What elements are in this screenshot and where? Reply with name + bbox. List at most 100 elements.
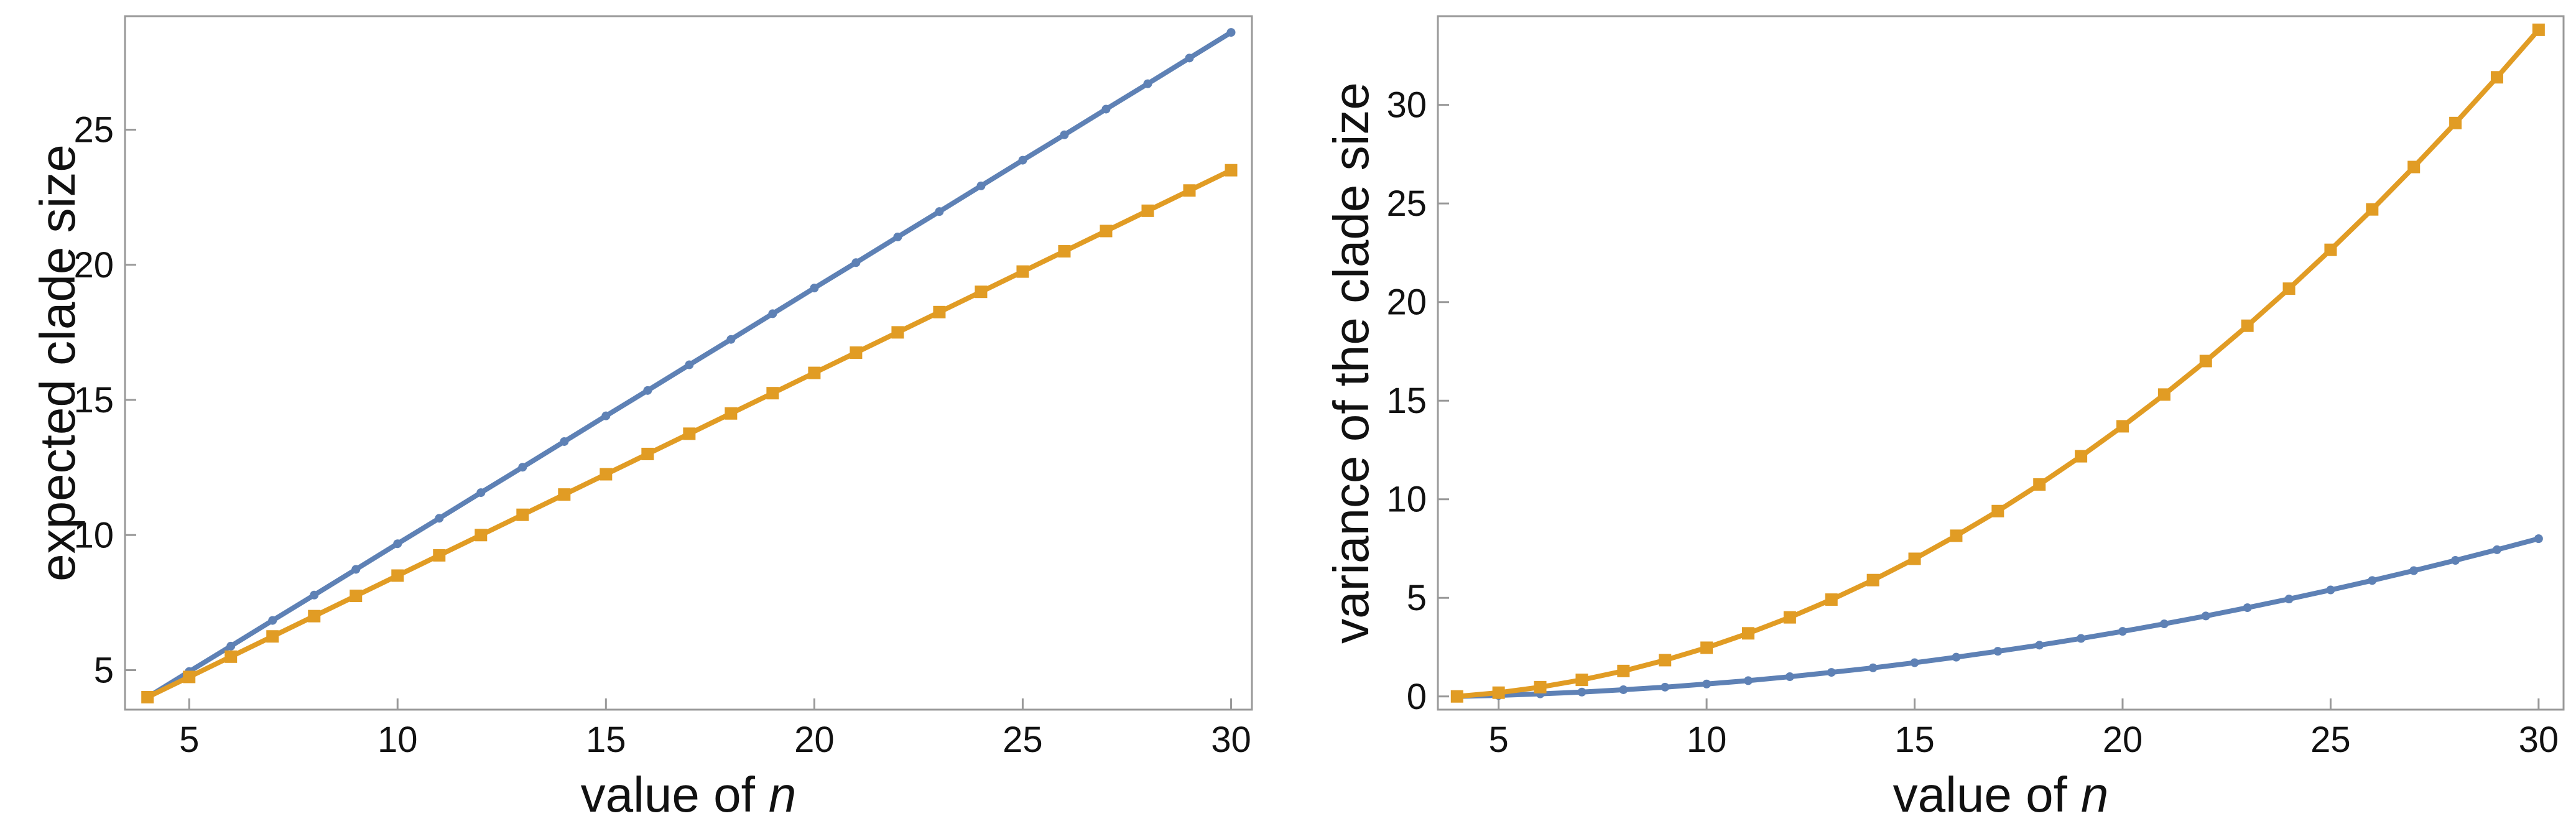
- point: [643, 386, 652, 395]
- point: [2284, 595, 2294, 604]
- point: [141, 691, 154, 704]
- y-tick-label: 25: [73, 110, 114, 151]
- x-axis-label-text: value of: [581, 767, 756, 822]
- point: [1100, 225, 1113, 238]
- point: [851, 258, 861, 267]
- point: [1950, 529, 1963, 542]
- point: [310, 590, 319, 600]
- point: [850, 346, 863, 359]
- point: [810, 284, 819, 293]
- point: [2492, 545, 2501, 554]
- point: [266, 630, 279, 643]
- point: [1575, 674, 1588, 687]
- point: [2449, 116, 2462, 129]
- point: [935, 207, 944, 216]
- point: [1225, 164, 1238, 177]
- point: [2366, 203, 2379, 216]
- point: [1617, 664, 1630, 677]
- point: [685, 360, 694, 369]
- x-axis-variable: n: [769, 767, 797, 822]
- point: [476, 488, 486, 498]
- point: [351, 565, 361, 574]
- point: [2324, 243, 2337, 256]
- x-axis-label: value of n: [581, 767, 797, 822]
- point: [475, 529, 488, 542]
- plot: 5 10 15 20 25 30 5 10 15 20 25 value of n expected cl…: [30, 15, 1253, 822]
- point: [2326, 585, 2335, 595]
- point: [2409, 566, 2419, 575]
- x-axis-label: value of n: [1893, 767, 2109, 822]
- point: [1577, 687, 1587, 697]
- point: [1868, 663, 1878, 672]
- point: [1700, 641, 1713, 654]
- point: [2077, 634, 2086, 643]
- point: [1016, 265, 1029, 278]
- point: [1827, 668, 1836, 677]
- point: [1226, 28, 1236, 37]
- y-tick-label: 5: [94, 651, 114, 691]
- point: [2241, 319, 2254, 332]
- point: [1866, 573, 1879, 586]
- x-tick-label: 30: [2519, 720, 2559, 760]
- point: [183, 670, 196, 684]
- point: [435, 514, 444, 523]
- point: [893, 233, 902, 242]
- point: [516, 508, 529, 521]
- plot: 5 10 15 20 25 30 0 5 10 15 20 25 30 value of n variance…: [1323, 15, 2565, 822]
- point: [601, 411, 611, 420]
- point: [766, 387, 779, 400]
- point: [2201, 611, 2210, 621]
- point: [1952, 652, 1961, 662]
- y-tick-label: 15: [73, 380, 114, 420]
- point: [350, 590, 363, 603]
- x-tick-label: 15: [1894, 720, 1935, 760]
- point: [933, 305, 946, 318]
- y-tick-label: 5: [1407, 578, 1427, 618]
- point: [2118, 627, 2127, 636]
- x-tick-label: 30: [1211, 720, 1251, 760]
- x-tick-label: 10: [1687, 720, 1727, 760]
- point: [518, 463, 527, 472]
- point: [1101, 104, 1111, 114]
- y-tick-label: 20: [1386, 282, 1427, 323]
- x-tick-label: 25: [1003, 720, 1043, 760]
- x-tick-label: 5: [1489, 720, 1509, 760]
- point: [2157, 388, 2171, 401]
- point: [560, 437, 569, 446]
- x-axis-label-text: value of: [1893, 767, 2068, 822]
- point: [1702, 679, 1712, 688]
- point: [2035, 641, 2044, 650]
- plot-frame: [1437, 15, 2565, 711]
- point: [558, 488, 571, 501]
- point: [2075, 450, 2088, 463]
- point: [1141, 204, 1154, 217]
- x-axis-variable: n: [2081, 767, 2109, 822]
- x-tick-label: 20: [2103, 720, 2143, 760]
- point: [226, 641, 236, 651]
- point: [1534, 680, 1547, 693]
- point: [2407, 160, 2421, 174]
- y-tick-label: 30: [1386, 85, 1427, 126]
- plot-frame: [124, 15, 1253, 711]
- point: [1143, 79, 1152, 88]
- point: [308, 610, 321, 623]
- y-tick-label: 15: [1386, 381, 1427, 421]
- point: [268, 616, 277, 625]
- x-tick-label: 15: [586, 720, 626, 760]
- point: [433, 549, 446, 562]
- point: [1492, 686, 1505, 699]
- x-tick-label: 25: [2310, 720, 2351, 760]
- point: [1783, 611, 1796, 624]
- point: [1058, 245, 1071, 258]
- point: [2451, 556, 2460, 565]
- x-tick-label: 10: [378, 720, 418, 760]
- y-axis-label: variance of the clade size: [1323, 82, 1379, 644]
- point: [2368, 576, 2377, 585]
- y-tick-label: 25: [1386, 183, 1427, 224]
- point: [2243, 603, 2252, 613]
- y-tick-label: 20: [73, 245, 114, 285]
- point: [1659, 654, 1672, 667]
- point: [976, 181, 986, 190]
- y-tick-label: 10: [1386, 480, 1427, 520]
